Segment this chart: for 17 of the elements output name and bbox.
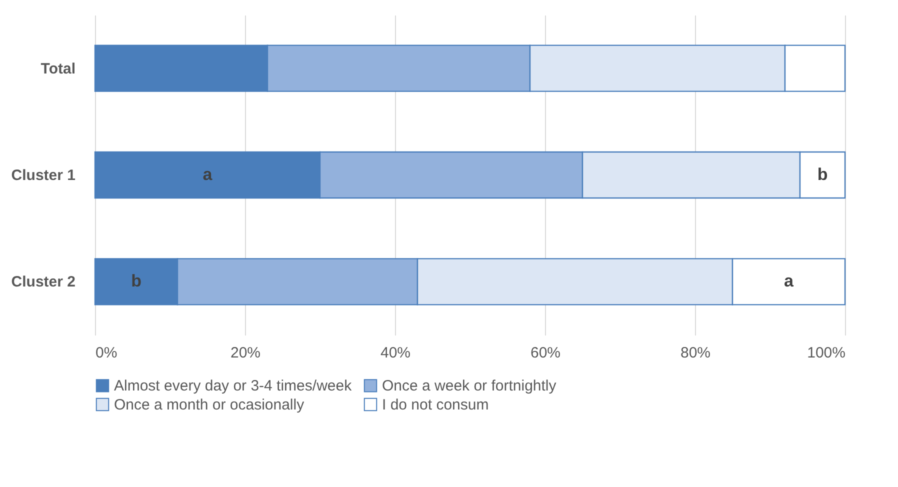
data-label: b [131, 272, 142, 291]
data-label: b [817, 165, 828, 184]
x-tick-label: 60% [530, 344, 561, 362]
legend-label: Almost every day or 3-4 times/week [114, 378, 352, 395]
x-tick-label: 80% [680, 344, 711, 362]
legend-label: I do not consum [382, 396, 489, 414]
x-tick-label: 40% [380, 344, 411, 362]
y-tick-label: Cluster 1 [11, 167, 76, 184]
data-label: a [784, 272, 794, 291]
x-tick-label: 0% [96, 344, 118, 362]
x-tick-label: 20% [230, 344, 261, 362]
y-tick-label: Total [40, 60, 76, 78]
data-label: a [202, 165, 213, 184]
legend-label: Once a month or ocasionally [114, 396, 305, 414]
y-tick-label: Cluster 2 [11, 274, 76, 291]
legend-label: Once a week or fortnightly [382, 378, 557, 395]
x-tick-label: 100% [807, 344, 846, 362]
